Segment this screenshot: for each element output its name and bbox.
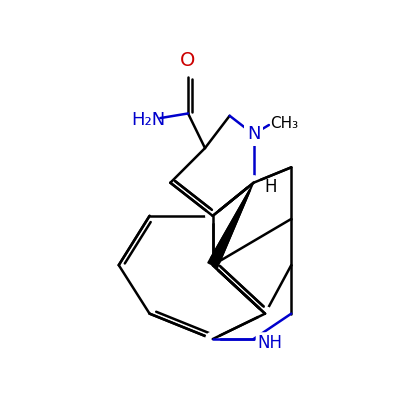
Text: H₂N: H₂N (131, 111, 165, 129)
Text: N: N (247, 125, 260, 143)
Circle shape (206, 332, 220, 346)
Polygon shape (208, 183, 254, 268)
Polygon shape (208, 183, 254, 268)
Text: O: O (180, 50, 196, 70)
Circle shape (246, 176, 260, 190)
Text: CH₃: CH₃ (270, 116, 298, 131)
Circle shape (206, 258, 220, 272)
Circle shape (206, 209, 220, 223)
Text: NH: NH (257, 334, 282, 352)
Text: N: N (247, 125, 260, 143)
Circle shape (258, 307, 272, 320)
Text: H: H (264, 178, 277, 196)
